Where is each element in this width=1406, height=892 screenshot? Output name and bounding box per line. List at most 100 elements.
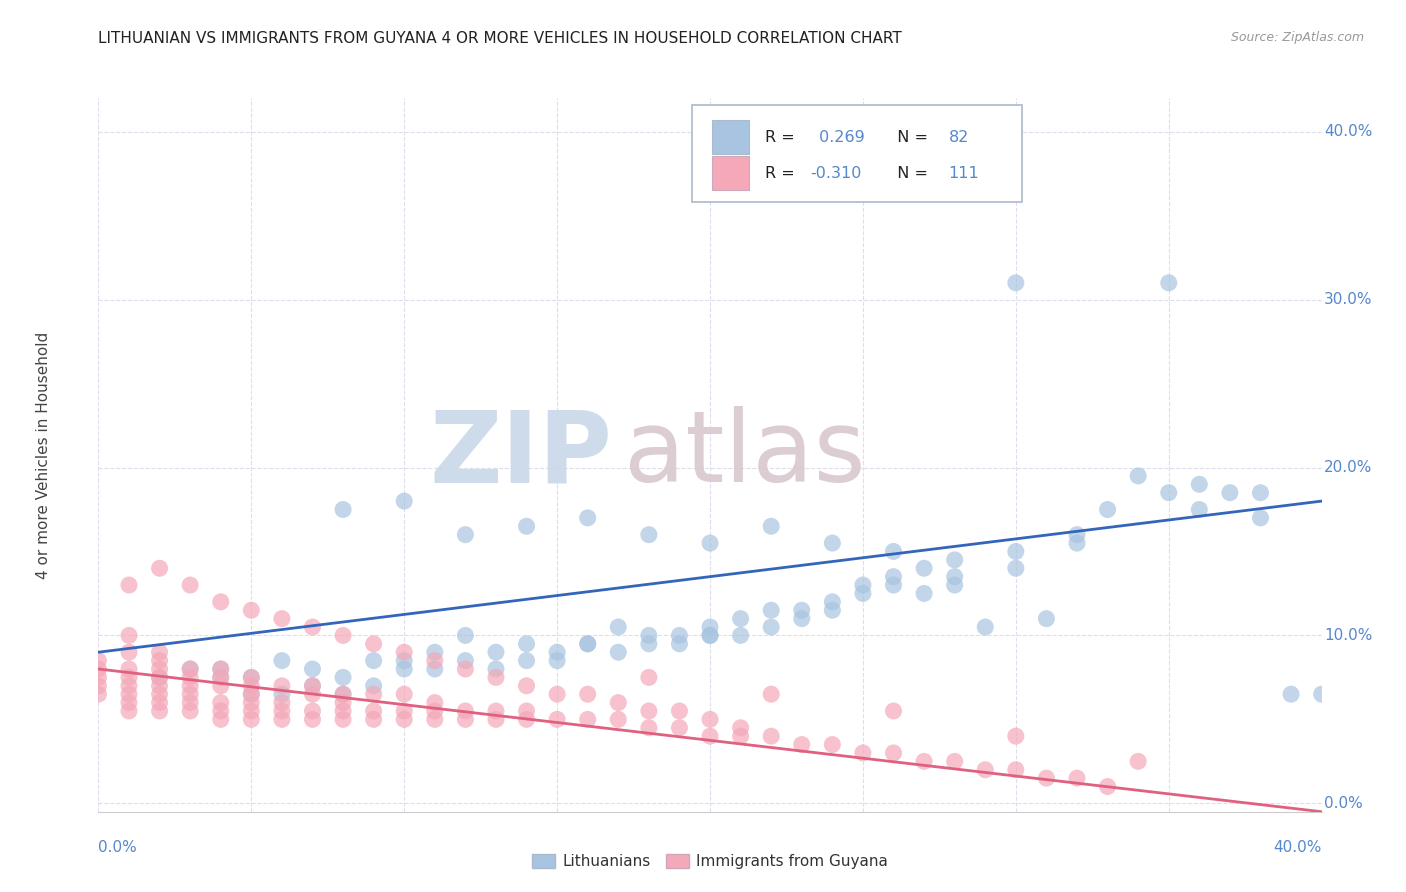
Point: [883, 544, 905, 558]
Point: [179, 578, 201, 592]
Point: [516, 637, 538, 651]
Text: 40.0%: 40.0%: [1274, 840, 1322, 855]
Point: [332, 696, 354, 710]
Point: [637, 670, 661, 684]
Point: [149, 645, 172, 659]
Point: [209, 679, 232, 693]
Point: [1128, 469, 1150, 483]
Point: [699, 536, 721, 550]
Point: [149, 687, 172, 701]
Point: [149, 654, 172, 668]
Point: [576, 712, 599, 726]
Bar: [713, 120, 749, 154]
Text: R =: R =: [765, 166, 800, 180]
Point: [423, 696, 446, 710]
Point: [270, 704, 292, 718]
Point: [363, 679, 385, 693]
Text: 30.0%: 30.0%: [1324, 292, 1372, 307]
Point: [392, 687, 416, 701]
Point: [240, 670, 263, 684]
Point: [301, 662, 323, 676]
Point: [1066, 527, 1088, 541]
Point: [883, 704, 905, 718]
Bar: [713, 156, 749, 190]
Point: [149, 670, 172, 684]
Text: -0.310: -0.310: [810, 166, 862, 180]
Point: [118, 687, 141, 701]
Point: [392, 712, 416, 726]
Point: [637, 637, 661, 651]
Point: [179, 679, 201, 693]
Point: [730, 721, 752, 735]
Point: [87, 654, 110, 668]
Point: [240, 670, 263, 684]
Point: [1097, 780, 1119, 794]
Point: [87, 679, 110, 693]
Point: [423, 662, 446, 676]
Point: [576, 637, 599, 651]
Point: [118, 578, 141, 592]
Text: 4 or more Vehicles in Household: 4 or more Vehicles in Household: [37, 331, 51, 579]
Point: [1004, 561, 1026, 575]
Point: [852, 586, 875, 600]
Point: [149, 561, 172, 575]
Point: [118, 628, 141, 642]
Point: [1004, 729, 1026, 743]
Point: [87, 662, 110, 676]
Point: [485, 704, 508, 718]
Point: [179, 704, 201, 718]
Point: [883, 578, 905, 592]
Point: [759, 687, 782, 701]
Point: [943, 578, 966, 592]
Point: [730, 628, 752, 642]
Point: [363, 637, 385, 651]
Point: [423, 704, 446, 718]
Point: [821, 536, 844, 550]
Point: [516, 704, 538, 718]
Point: [974, 763, 997, 777]
Point: [943, 755, 966, 769]
Point: [301, 687, 323, 701]
Text: 0.269: 0.269: [814, 130, 865, 145]
Text: ZIP: ZIP: [429, 407, 612, 503]
Text: 20.0%: 20.0%: [1324, 460, 1372, 475]
Point: [516, 519, 538, 533]
Point: [699, 620, 721, 634]
Point: [852, 746, 875, 760]
Point: [149, 704, 172, 718]
Point: [576, 637, 599, 651]
Point: [1249, 485, 1271, 500]
Point: [209, 662, 232, 676]
Point: [392, 645, 416, 659]
Point: [699, 729, 721, 743]
Point: [301, 704, 323, 718]
Point: [668, 704, 690, 718]
Point: [240, 679, 263, 693]
Point: [1128, 755, 1150, 769]
Text: 10.0%: 10.0%: [1324, 628, 1372, 643]
Point: [485, 670, 508, 684]
Point: [546, 645, 568, 659]
Point: [240, 712, 263, 726]
Point: [454, 712, 477, 726]
Point: [790, 612, 813, 626]
Point: [485, 645, 508, 659]
Point: [1035, 612, 1057, 626]
Point: [1157, 276, 1180, 290]
Point: [974, 620, 997, 634]
Point: [759, 620, 782, 634]
Point: [454, 527, 477, 541]
FancyBboxPatch shape: [692, 105, 1022, 202]
Point: [240, 704, 263, 718]
Point: [790, 603, 813, 617]
Point: [363, 704, 385, 718]
Point: [607, 620, 630, 634]
Point: [637, 704, 661, 718]
Text: 0.0%: 0.0%: [1324, 796, 1362, 811]
Text: N =: N =: [887, 130, 934, 145]
Point: [516, 679, 538, 693]
Point: [423, 654, 446, 668]
Point: [209, 670, 232, 684]
Point: [454, 628, 477, 642]
Point: [118, 645, 141, 659]
